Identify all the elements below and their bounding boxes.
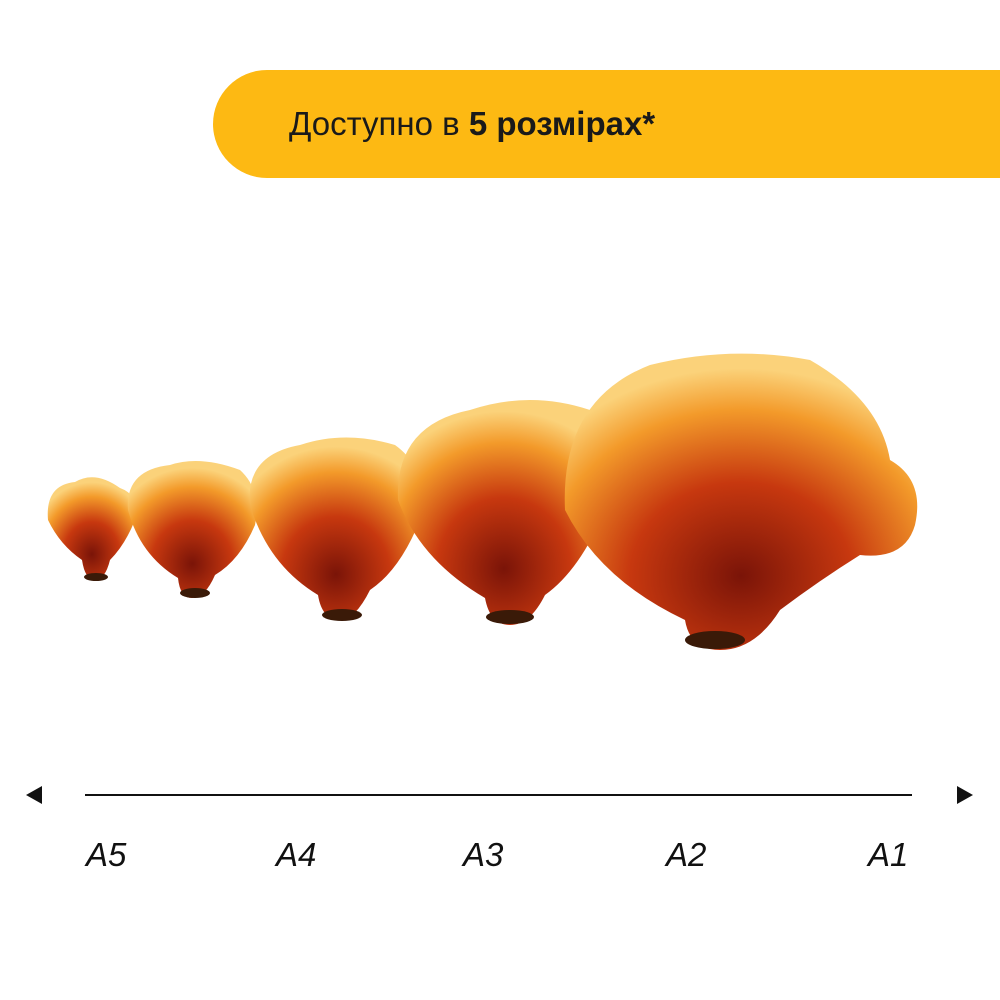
size-label-a3: A3 [463,836,504,873]
arrow-right-icon [957,786,973,804]
banner-text-bold: 5 розмірах* [468,105,656,142]
size-label-a1: A1 [868,836,909,873]
puzzle-a3 [249,437,423,621]
availability-banner [213,70,1000,178]
puzzle-sizes-illustration [47,353,918,650]
banner-text: Доступно в 5 розмірах* [289,104,655,144]
puzzle-a4 [127,461,257,598]
arrow-left-icon [26,786,42,804]
banner-text-prefix: Доступно в [289,105,469,142]
puzzle-a5 [47,477,136,581]
puzzle-a2 [397,400,610,625]
size-label-a5: A5 [86,836,127,873]
size-label-a2: A2 [666,836,707,873]
size-label-a4: A4 [276,836,317,873]
size-scale-line [85,794,912,796]
puzzle-a1 [564,353,918,650]
